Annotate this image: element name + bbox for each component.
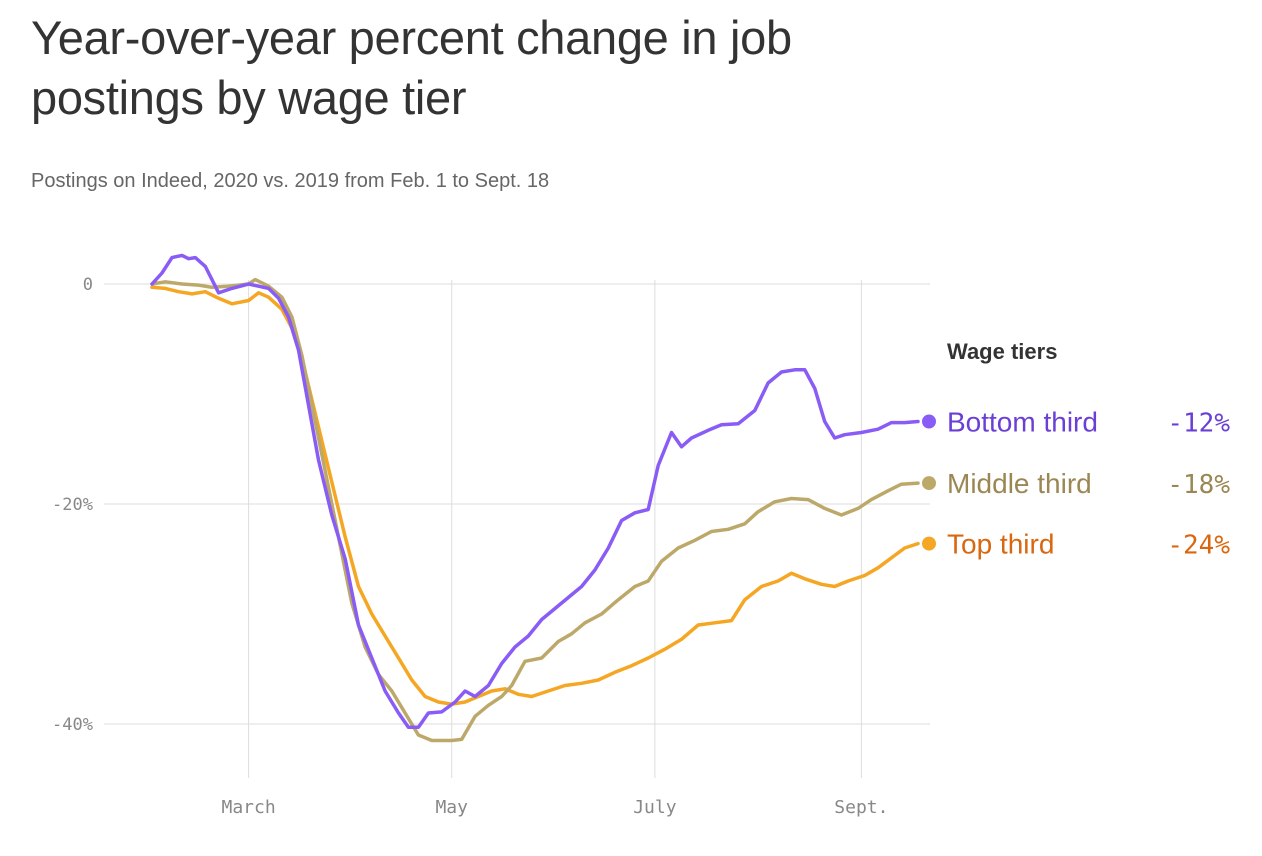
series-end-dot-0 [922, 414, 936, 429]
legend-value-1: -18% [1167, 470, 1230, 500]
legend: Wage tiers Bottom third -12% Middle third -… [922, 339, 1230, 561]
series-line-0 [150, 253, 920, 730]
legend-label-2: Top third [947, 529, 1054, 560]
legend-value-2: -24% [1167, 531, 1230, 561]
grid [104, 280, 930, 778]
series-lines [150, 253, 920, 743]
x-tick-label-0: March [221, 797, 275, 818]
chart-subtitle: Postings on Indeed, 2020 vs. 2019 from F… [31, 170, 550, 192]
legend-value-0: -12% [1167, 409, 1230, 439]
series-line-1 [150, 277, 920, 743]
legend-label-0: Bottom third [947, 407, 1098, 438]
series-line-2 [150, 285, 920, 706]
series-end-dot-1 [922, 476, 936, 491]
x-tick-label-3: Sept. [834, 797, 888, 818]
y-tick-label-0: 0 [83, 275, 93, 295]
x-tick-label-1: May [435, 797, 468, 818]
axis-ticks: 0 -20% -40% March May July Sept. [52, 275, 888, 818]
y-tick-label-2: -40% [52, 715, 93, 735]
series-end-dot-2 [922, 536, 936, 551]
legend-title: Wage tiers [947, 339, 1057, 364]
x-tick-label-2: July [633, 797, 677, 818]
legend-label-1: Middle third [947, 468, 1092, 499]
chart-title: Year-over-year percent change in job pos… [31, 11, 792, 124]
y-tick-label-1: -20% [52, 495, 93, 515]
